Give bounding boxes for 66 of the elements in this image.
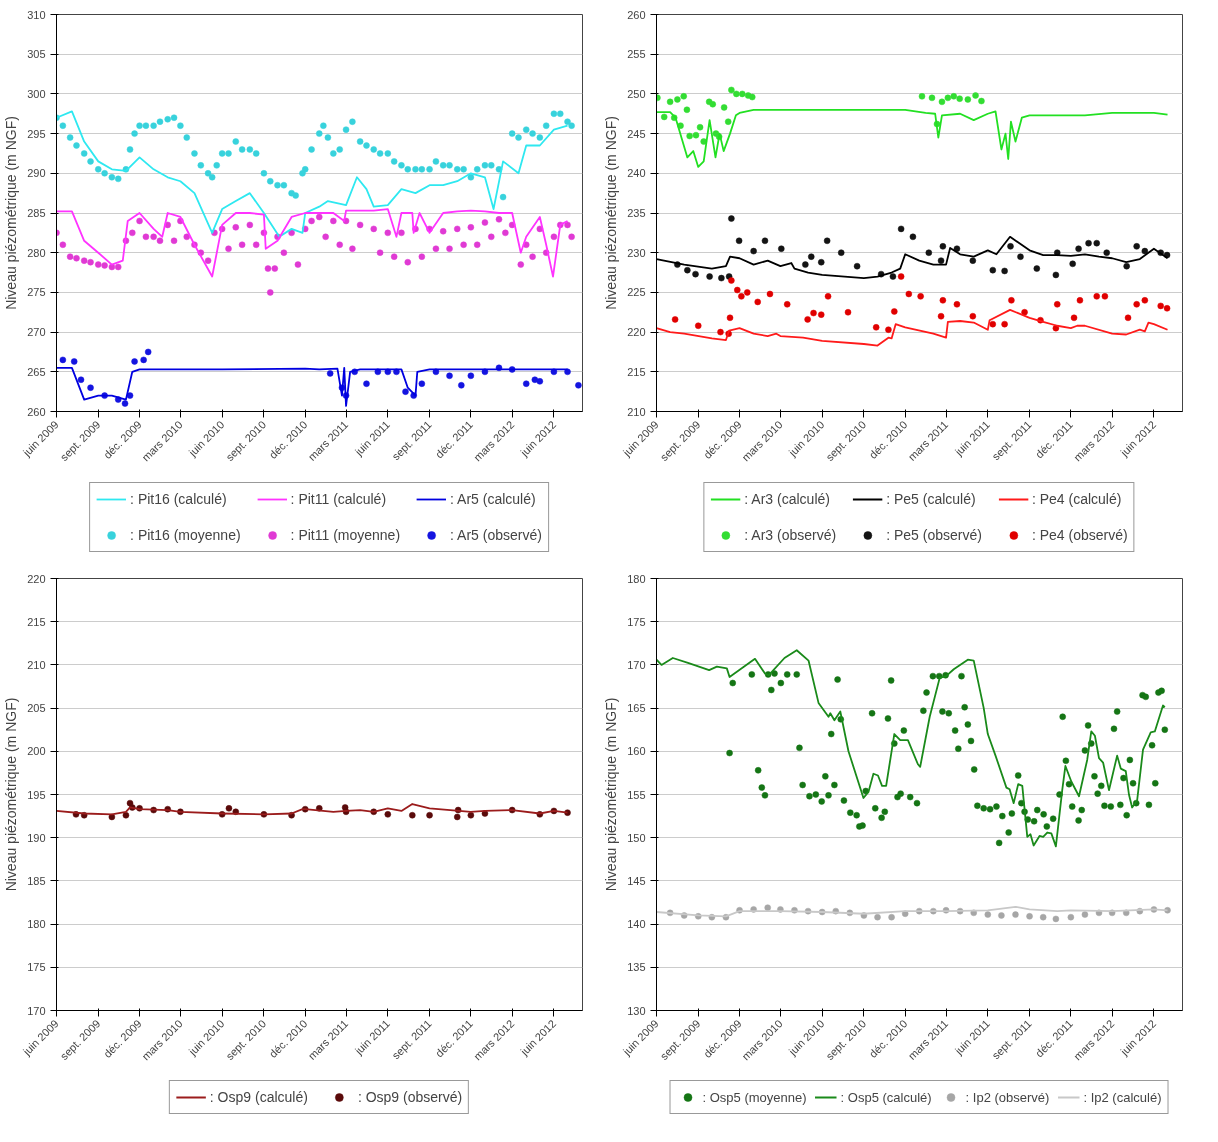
y-axis-title: Niveau piézométrique (m NGF) (3, 116, 20, 310)
legend-label: : Ip2 (calculé) (1083, 1089, 1162, 1105)
y-axis-title: Niveau piézométrique (m NGF) (3, 697, 20, 892)
legend-label: : Pit16 (moyenne) (130, 527, 241, 543)
y-tick-label: 250 (627, 87, 646, 100)
y-tick-label: 140 (627, 918, 646, 931)
y-tick-label: 290 (27, 167, 46, 180)
legend-label: : Pit11 (moyenne) (290, 527, 401, 543)
legend-label: : Osp5 (calculé) (840, 1089, 932, 1105)
y-tick-label: 145 (627, 874, 646, 887)
y-tick-label: 180 (627, 572, 646, 585)
legend-label: : Ar3 (observé) (744, 527, 837, 543)
y-tick-label: 195 (27, 788, 46, 801)
y-tick-label: 130 (627, 1004, 646, 1017)
y-tick-label: 215 (27, 615, 46, 628)
y-tick-label: 220 (27, 572, 46, 585)
legend-label: : Pe4 (observé) (1031, 527, 1128, 543)
y-tick-label: 275 (27, 286, 46, 299)
y-tick-label: 180 (27, 918, 46, 931)
legend-label: : Ip2 (observé) (965, 1089, 1050, 1105)
y-tick-label: 245 (627, 127, 646, 140)
legend-label: : Osp9 (observé) (357, 1089, 463, 1105)
y-tick-label: 155 (627, 788, 646, 801)
y-tick-label: 270 (27, 326, 46, 339)
legend-label: : Pit11 (calculé) (290, 491, 387, 507)
legend-label: : Pe5 (calculé) (886, 491, 976, 507)
y-axis-title: Niveau piézométrique (m NGF) (603, 116, 620, 310)
legend-label: : Pe4 (calculé) (1031, 491, 1122, 507)
y-tick-label: 185 (27, 874, 46, 887)
y-tick-label: 305 (27, 48, 46, 61)
y-tick-label: 310 (27, 8, 46, 21)
y-tick-label: 210 (627, 405, 646, 418)
y-tick-label: 170 (627, 658, 646, 671)
legend-label: : Osp5 (moyenne) (702, 1089, 807, 1105)
legend-label: : Ar5 (calculé) (450, 491, 536, 507)
y-tick-label: 215 (627, 365, 646, 378)
legend-label: : Ar5 (observé) (450, 527, 542, 543)
y-tick-label: 210 (27, 658, 46, 671)
legend-label: : Osp9 (calculé) (209, 1089, 308, 1105)
y-tick-label: 205 (27, 702, 46, 715)
y-tick-label: 220 (627, 326, 646, 339)
y-tick-label: 175 (627, 615, 646, 628)
y-tick-label: 285 (27, 207, 46, 219)
legend-label: : Pit16 (calculé) (130, 491, 227, 507)
y-tick-label: 265 (27, 365, 46, 378)
y-tick-label: 260 (27, 405, 46, 418)
y-tick-label: 230 (627, 246, 646, 259)
y-tick-label: 235 (627, 207, 646, 219)
y-tick-label: 280 (27, 246, 46, 259)
y-tick-label: 160 (627, 745, 646, 758)
y-tick-label: 200 (27, 745, 46, 758)
y-tick-label: 170 (27, 1004, 46, 1017)
legend-label: : Pe5 (observé) (886, 527, 982, 543)
y-tick-label: 295 (27, 127, 46, 140)
y-tick-label: 300 (27, 87, 46, 100)
y-tick-label: 190 (27, 831, 46, 844)
y-tick-label: 175 (27, 961, 46, 974)
y-tick-label: 135 (627, 961, 646, 974)
y-tick-label: 260 (627, 8, 646, 21)
y-tick-label: 150 (627, 831, 646, 844)
legend-label: : Ar3 (calculé) (744, 491, 830, 507)
y-tick-label: 255 (627, 48, 646, 61)
y-axis-title: Niveau piézométrique (m NGF) (603, 697, 620, 892)
y-tick-label: 165 (627, 702, 646, 715)
y-tick-label: 240 (627, 167, 646, 180)
y-tick-label: 225 (627, 286, 646, 299)
